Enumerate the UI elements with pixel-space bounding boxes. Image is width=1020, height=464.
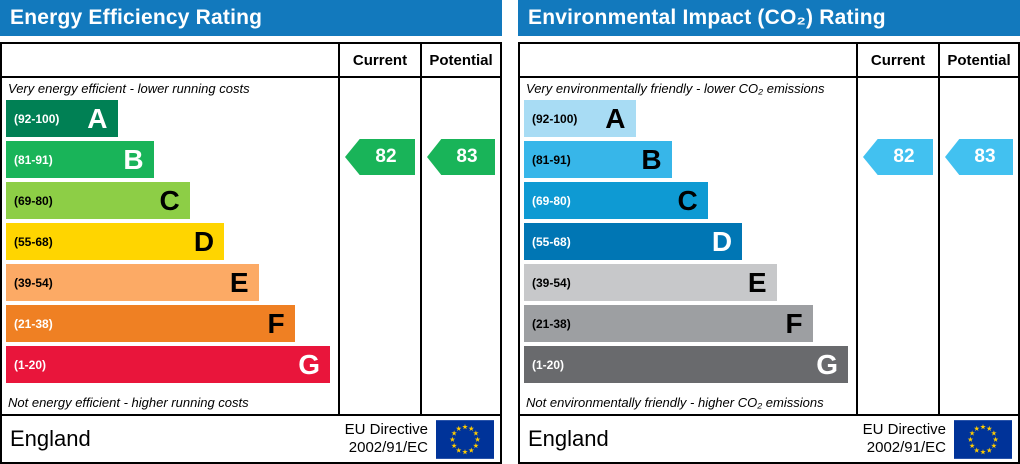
band-range: (21-38) (14, 316, 53, 331)
co2-current-column-header: Current (856, 44, 938, 76)
head-spacer (520, 44, 856, 76)
head-spacer (2, 44, 338, 76)
co2-potential-column: 83 (938, 78, 1018, 414)
co2-chart-head: Current Potential (520, 44, 1018, 78)
co2-band-a: (92-100) A (524, 100, 636, 137)
energy-band-g: (1-20) G (6, 346, 331, 383)
energy-region-label: England (10, 426, 91, 451)
co2-potential-column-header: Potential (938, 44, 1018, 76)
energy-potential-column: 83 (420, 78, 500, 414)
energy-chart-footer: England EU Directive 2002/91/EC (2, 414, 500, 462)
band-letter: D (711, 225, 733, 257)
band-range: (55-68) (532, 234, 571, 249)
eu-flag-icon (954, 419, 1012, 459)
energy-band-b: (81-91) B (6, 141, 154, 178)
co2-band-d: (55-68) D (524, 223, 743, 260)
energy-band-a: (92-100) A (6, 100, 118, 137)
eu-directive-line1: EU Directive (344, 421, 428, 438)
co2-band-g: (1-20) G (524, 346, 849, 383)
energy-current-column-header: Current (338, 44, 420, 76)
energy-potential-arrow: 83 (427, 139, 495, 175)
energy-panel-header: Energy Efficiency Rating (0, 0, 502, 36)
energy-panel-title: Energy Efficiency Rating (10, 6, 263, 29)
band-letter: D (193, 225, 215, 257)
co2-band-e: (39-54) E (524, 264, 777, 301)
band-letter: G (298, 348, 321, 380)
band-letter: E (229, 266, 249, 298)
co2-bottom-note: Not environmentally friendly - higher CO… (526, 395, 824, 410)
energy-bottom-note: Not energy efficient - higher running co… (8, 395, 249, 410)
band-range: (69-80) (532, 193, 571, 208)
band-letter: B (123, 143, 144, 175)
energy-chart-body: Very energy efficient - lower running co… (2, 78, 500, 414)
band-range: (69-80) (14, 193, 53, 208)
co2-bands-area: Very environmentally friendly - lower CO… (520, 78, 856, 414)
band-range: (21-38) (532, 316, 571, 331)
energy-current-value: 82 (375, 146, 397, 167)
band-range: (1-20) (14, 357, 47, 372)
co2-potential-arrow: 83 (945, 139, 1013, 175)
co2-chart: Current Potential Very environmentally f… (518, 42, 1020, 464)
band-letter: A (87, 102, 108, 134)
energy-band-d: (55-68) D (6, 223, 225, 260)
eu-directive-line2: 2002/91/EC (866, 439, 946, 456)
band-letter: C (159, 184, 180, 216)
band-letter: C (677, 184, 698, 216)
eu-flag-icon (436, 419, 494, 459)
band-range: (81-91) (14, 152, 53, 167)
band-letter: B (641, 143, 662, 175)
co2-chart-footer: England EU Directive 2002/91/EC (520, 414, 1018, 462)
band-range: (81-91) (532, 152, 571, 167)
band-range: (39-54) (14, 275, 53, 290)
band-letter: F (267, 307, 285, 339)
band-letter: A (605, 102, 626, 134)
co2-top-note: Very environmentally friendly - lower CO… (526, 81, 825, 96)
co2-current-column: 82 (856, 78, 938, 414)
energy-top-note: Very energy efficient - lower running co… (8, 81, 250, 96)
band-range: (92-100) (532, 111, 578, 126)
eu-directive-line2: 2002/91/EC (348, 439, 428, 456)
band-letter: E (747, 266, 767, 298)
co2-eu-directive-label: EU Directive 2002/91/EC (863, 421, 946, 457)
band-range: (55-68) (14, 234, 53, 249)
energy-potential-value: 83 (456, 146, 478, 167)
co2-band-b: (81-91) B (524, 141, 672, 178)
co2-current-value: 82 (893, 146, 915, 167)
band-range: (1-20) (532, 357, 565, 372)
band-range: (39-54) (532, 275, 571, 290)
eu-directive-line1: EU Directive (862, 421, 946, 438)
energy-efficiency-panel: Energy Efficiency Rating Current Potenti… (0, 0, 502, 464)
energy-current-column: 82 (338, 78, 420, 414)
co2-region-label: England (528, 426, 609, 451)
co2-band-f: (21-38) F (524, 305, 813, 342)
co2-panel-title: Environmental Impact (CO₂) Rating (528, 6, 886, 29)
co2-panel-header: Environmental Impact (CO₂) Rating (518, 0, 1020, 36)
energy-chart-head: Current Potential (2, 44, 500, 78)
co2-chart-body: Very environmentally friendly - lower CO… (520, 78, 1018, 414)
energy-band-f: (21-38) F (6, 305, 295, 342)
energy-current-arrow: 82 (345, 139, 415, 175)
band-letter: F (785, 307, 803, 339)
co2-potential-value: 83 (974, 146, 996, 167)
band-letter: G (816, 348, 839, 380)
band-range: (92-100) (14, 111, 60, 126)
energy-potential-column-header: Potential (420, 44, 500, 76)
environmental-impact-panel: Environmental Impact (CO₂) Rating Curren… (518, 0, 1020, 464)
energy-band-e: (39-54) E (6, 264, 259, 301)
co2-band-c: (69-80) C (524, 182, 708, 219)
energy-chart: Current Potential Very energy efficient … (0, 42, 502, 464)
energy-eu-directive-label: EU Directive 2002/91/EC (345, 421, 428, 457)
energy-band-c: (69-80) C (6, 182, 190, 219)
energy-bands-area: Very energy efficient - lower running co… (2, 78, 338, 414)
co2-current-arrow: 82 (863, 139, 933, 175)
